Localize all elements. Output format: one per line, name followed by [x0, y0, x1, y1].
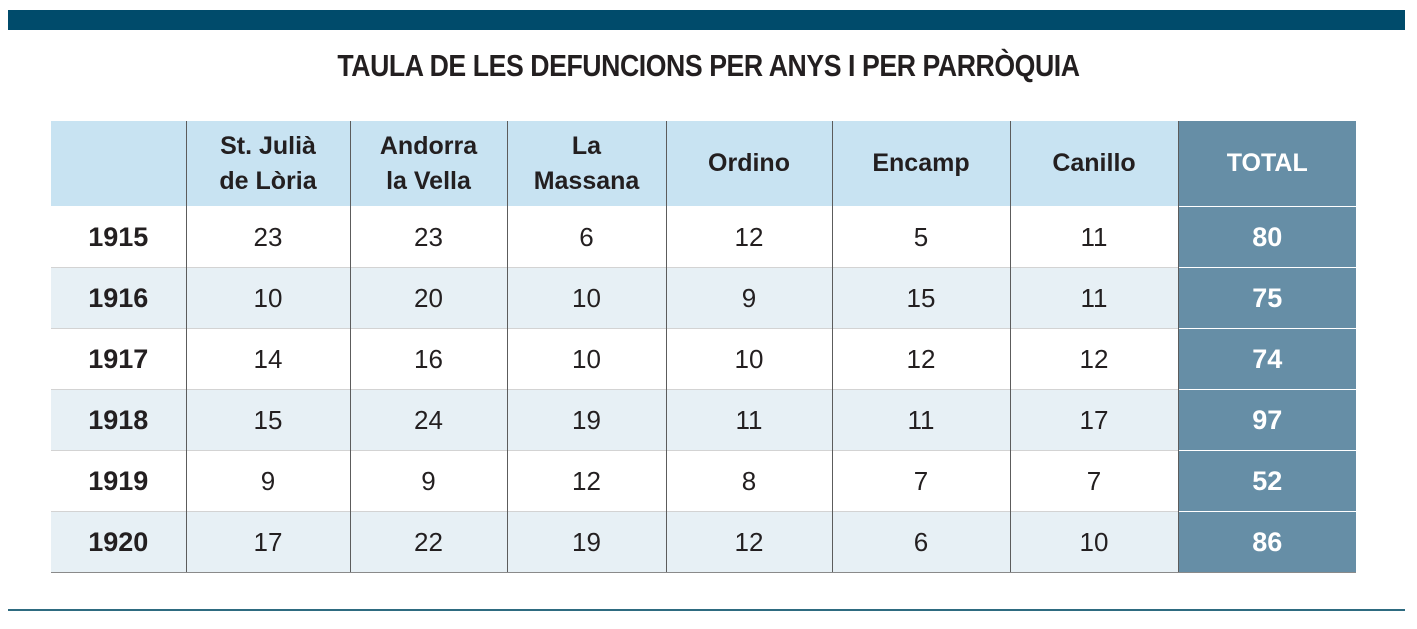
value-cell-encamp: 15 [831, 267, 1010, 329]
value-cell-st-julia-de-loria: 14 [185, 328, 350, 390]
column-header-line: St. Julià [220, 131, 316, 160]
column-header-la-massana: La Massana [506, 121, 666, 207]
column-header-ordino: Ordino [665, 121, 832, 207]
year-cell: 1918 [51, 389, 186, 451]
total-cell: 75 [1177, 267, 1356, 329]
column-header-line: La [571, 131, 602, 160]
table-body: 1915 23 23 6 12 5 11 80 1916 10 20 10 9 15 11 75 1917 14 1… [51, 206, 1356, 573]
value-cell-andorra-la-vella: 16 [349, 328, 507, 390]
column-header-canillo: Canillo [1009, 121, 1178, 207]
column-header-line: Massana [533, 166, 640, 195]
value-cell-encamp: 12 [831, 328, 1010, 390]
value-cell-ordino: 8 [665, 450, 832, 512]
total-cell: 52 [1177, 450, 1356, 512]
value-cell-andorra-la-vella: 24 [349, 389, 507, 451]
column-header-encamp: Encamp [831, 121, 1010, 207]
value-cell-ordino: 12 [665, 511, 832, 573]
value-cell-la-massana: 19 [506, 389, 666, 451]
value-cell-andorra-la-vella: 20 [349, 267, 507, 329]
value-cell-ordino: 11 [665, 389, 832, 451]
year-cell: 1917 [51, 328, 186, 390]
value-cell-la-massana: 6 [506, 206, 666, 268]
total-cell: 80 [1177, 206, 1356, 268]
value-cell-canillo: 7 [1009, 450, 1178, 512]
table-row-1920: 1920 17 22 19 12 6 10 86 [51, 511, 1356, 573]
column-header-corner [51, 121, 186, 207]
value-cell-canillo: 10 [1009, 511, 1178, 573]
value-cell-encamp: 5 [831, 206, 1010, 268]
column-header-st-julia-de-loria: St. Julià de Lòria [185, 121, 350, 207]
value-cell-ordino: 10 [665, 328, 832, 390]
year-cell: 1916 [51, 267, 186, 329]
deaths-table: St. Julià de Lòria Andorra la Vella La Massan… [51, 121, 1356, 573]
value-cell-la-massana: 10 [506, 267, 666, 329]
value-cell-canillo: 12 [1009, 328, 1178, 390]
value-cell-la-massana: 10 [506, 328, 666, 390]
value-cell-canillo: 11 [1009, 206, 1178, 268]
column-header-line: TOTAL [1226, 149, 1308, 177]
value-cell-la-massana: 19 [506, 511, 666, 573]
bottom-rule [8, 609, 1405, 611]
value-cell-andorra-la-vella: 9 [349, 450, 507, 512]
table-row-1917: 1917 14 16 10 10 12 12 74 [51, 328, 1356, 390]
value-cell-st-julia-de-loria: 10 [185, 267, 350, 329]
value-cell-ordino: 9 [665, 267, 832, 329]
value-cell-canillo: 11 [1009, 267, 1178, 329]
value-cell-andorra-la-vella: 22 [349, 511, 507, 573]
column-header-line: Ordino [708, 149, 790, 177]
year-cell: 1915 [51, 206, 186, 268]
year-cell: 1920 [51, 511, 186, 573]
table-row-1919: 1919 9 9 12 8 7 7 52 [51, 450, 1356, 512]
table-row-1916: 1916 10 20 10 9 15 11 75 [51, 267, 1356, 329]
value-cell-encamp: 7 [831, 450, 1010, 512]
total-cell: 86 [1177, 511, 1356, 573]
top-accent-bar [8, 10, 1405, 30]
column-header-andorra-la-vella: Andorra la Vella [349, 121, 507, 207]
column-header-line: Canillo [1052, 149, 1136, 177]
value-cell-canillo: 17 [1009, 389, 1178, 451]
header-row: St. Julià de Lòria Andorra la Vella La Massan… [51, 121, 1356, 207]
column-header-total: TOTAL [1177, 121, 1356, 207]
column-header-line: la Vella [386, 166, 471, 195]
value-cell-la-massana: 12 [506, 450, 666, 512]
value-cell-st-julia-de-loria: 15 [185, 389, 350, 451]
total-cell: 74 [1177, 328, 1356, 390]
table-row-1915: 1915 23 23 6 12 5 11 80 [51, 206, 1356, 268]
value-cell-st-julia-de-loria: 9 [185, 450, 350, 512]
column-header-line: Encamp [872, 149, 970, 177]
year-cell: 1919 [51, 450, 186, 512]
column-header-line: de Lòria [219, 166, 317, 195]
value-cell-andorra-la-vella: 23 [349, 206, 507, 268]
table-title: TAULA DE LES DEFUNCIONS PER ANYS I PER P… [337, 48, 1080, 83]
value-cell-st-julia-de-loria: 17 [185, 511, 350, 573]
table-row-1918: 1918 15 24 19 11 11 17 97 [51, 389, 1356, 451]
value-cell-encamp: 11 [831, 389, 1010, 451]
value-cell-encamp: 6 [831, 511, 1010, 573]
value-cell-st-julia-de-loria: 23 [185, 206, 350, 268]
column-header-line: Andorra [379, 131, 478, 160]
value-cell-ordino: 12 [665, 206, 832, 268]
total-cell: 97 [1177, 389, 1356, 451]
